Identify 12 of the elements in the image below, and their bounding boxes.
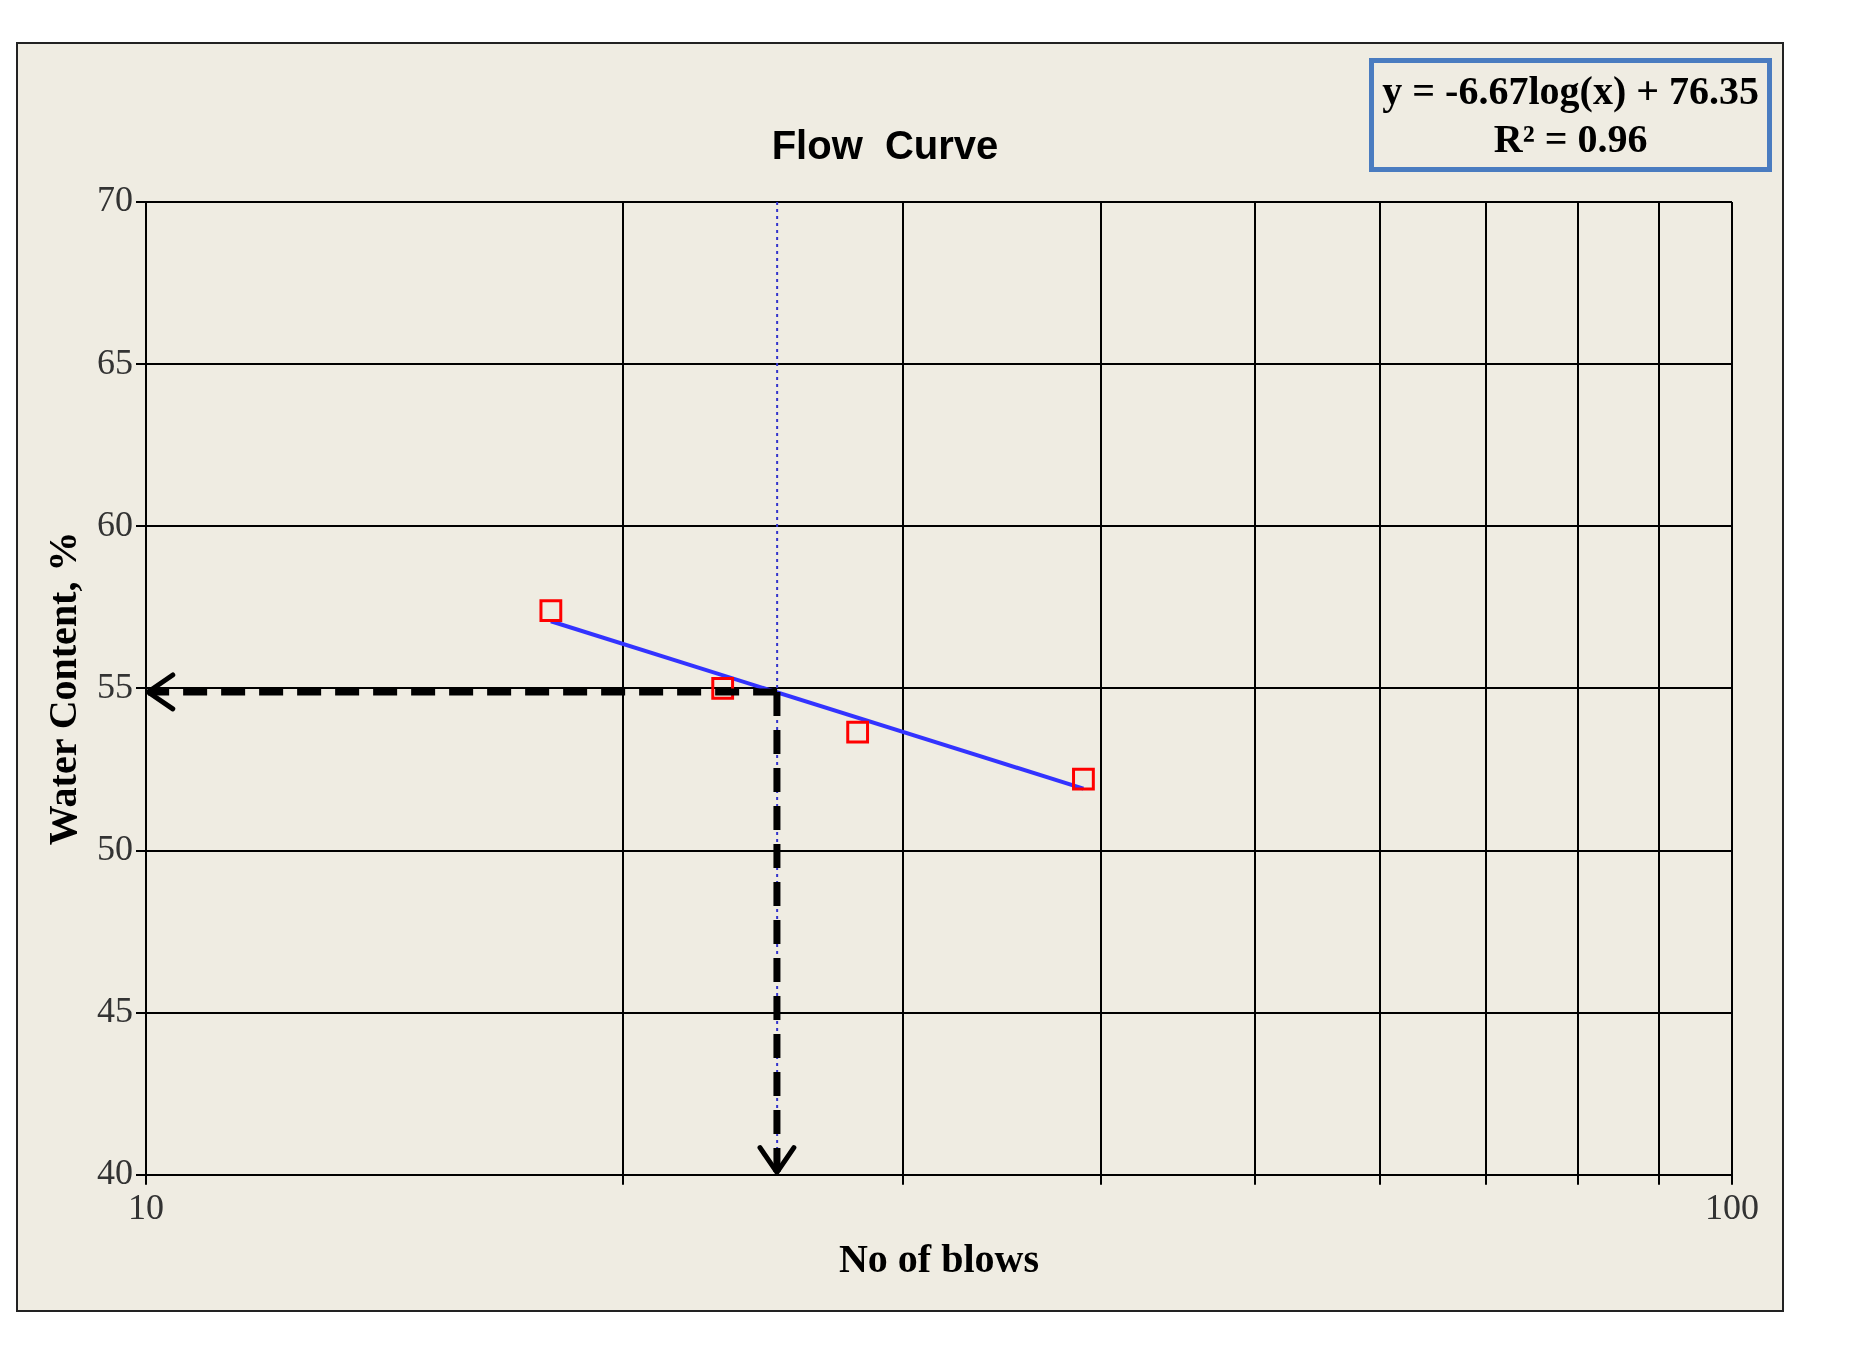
y-tick-label: 50	[97, 827, 133, 868]
y-tick-label: 65	[97, 341, 133, 382]
x-tick-label: 100	[1705, 1186, 1759, 1227]
y-tick-label: 60	[97, 503, 133, 544]
y-axis-title: Water Content, %	[40, 531, 86, 846]
x-axis-title: No of blows	[838, 1236, 1040, 1282]
text: y = -6.67log(x) + 76.35	[1382, 67, 1759, 115]
y-tick-label: 55	[97, 665, 133, 706]
y-tick-label: 70	[97, 179, 133, 220]
y-tick-label: 45	[97, 990, 133, 1031]
text: R² = 0.96	[1492, 115, 1649, 163]
chart-title: Flow Curve	[771, 123, 999, 168]
